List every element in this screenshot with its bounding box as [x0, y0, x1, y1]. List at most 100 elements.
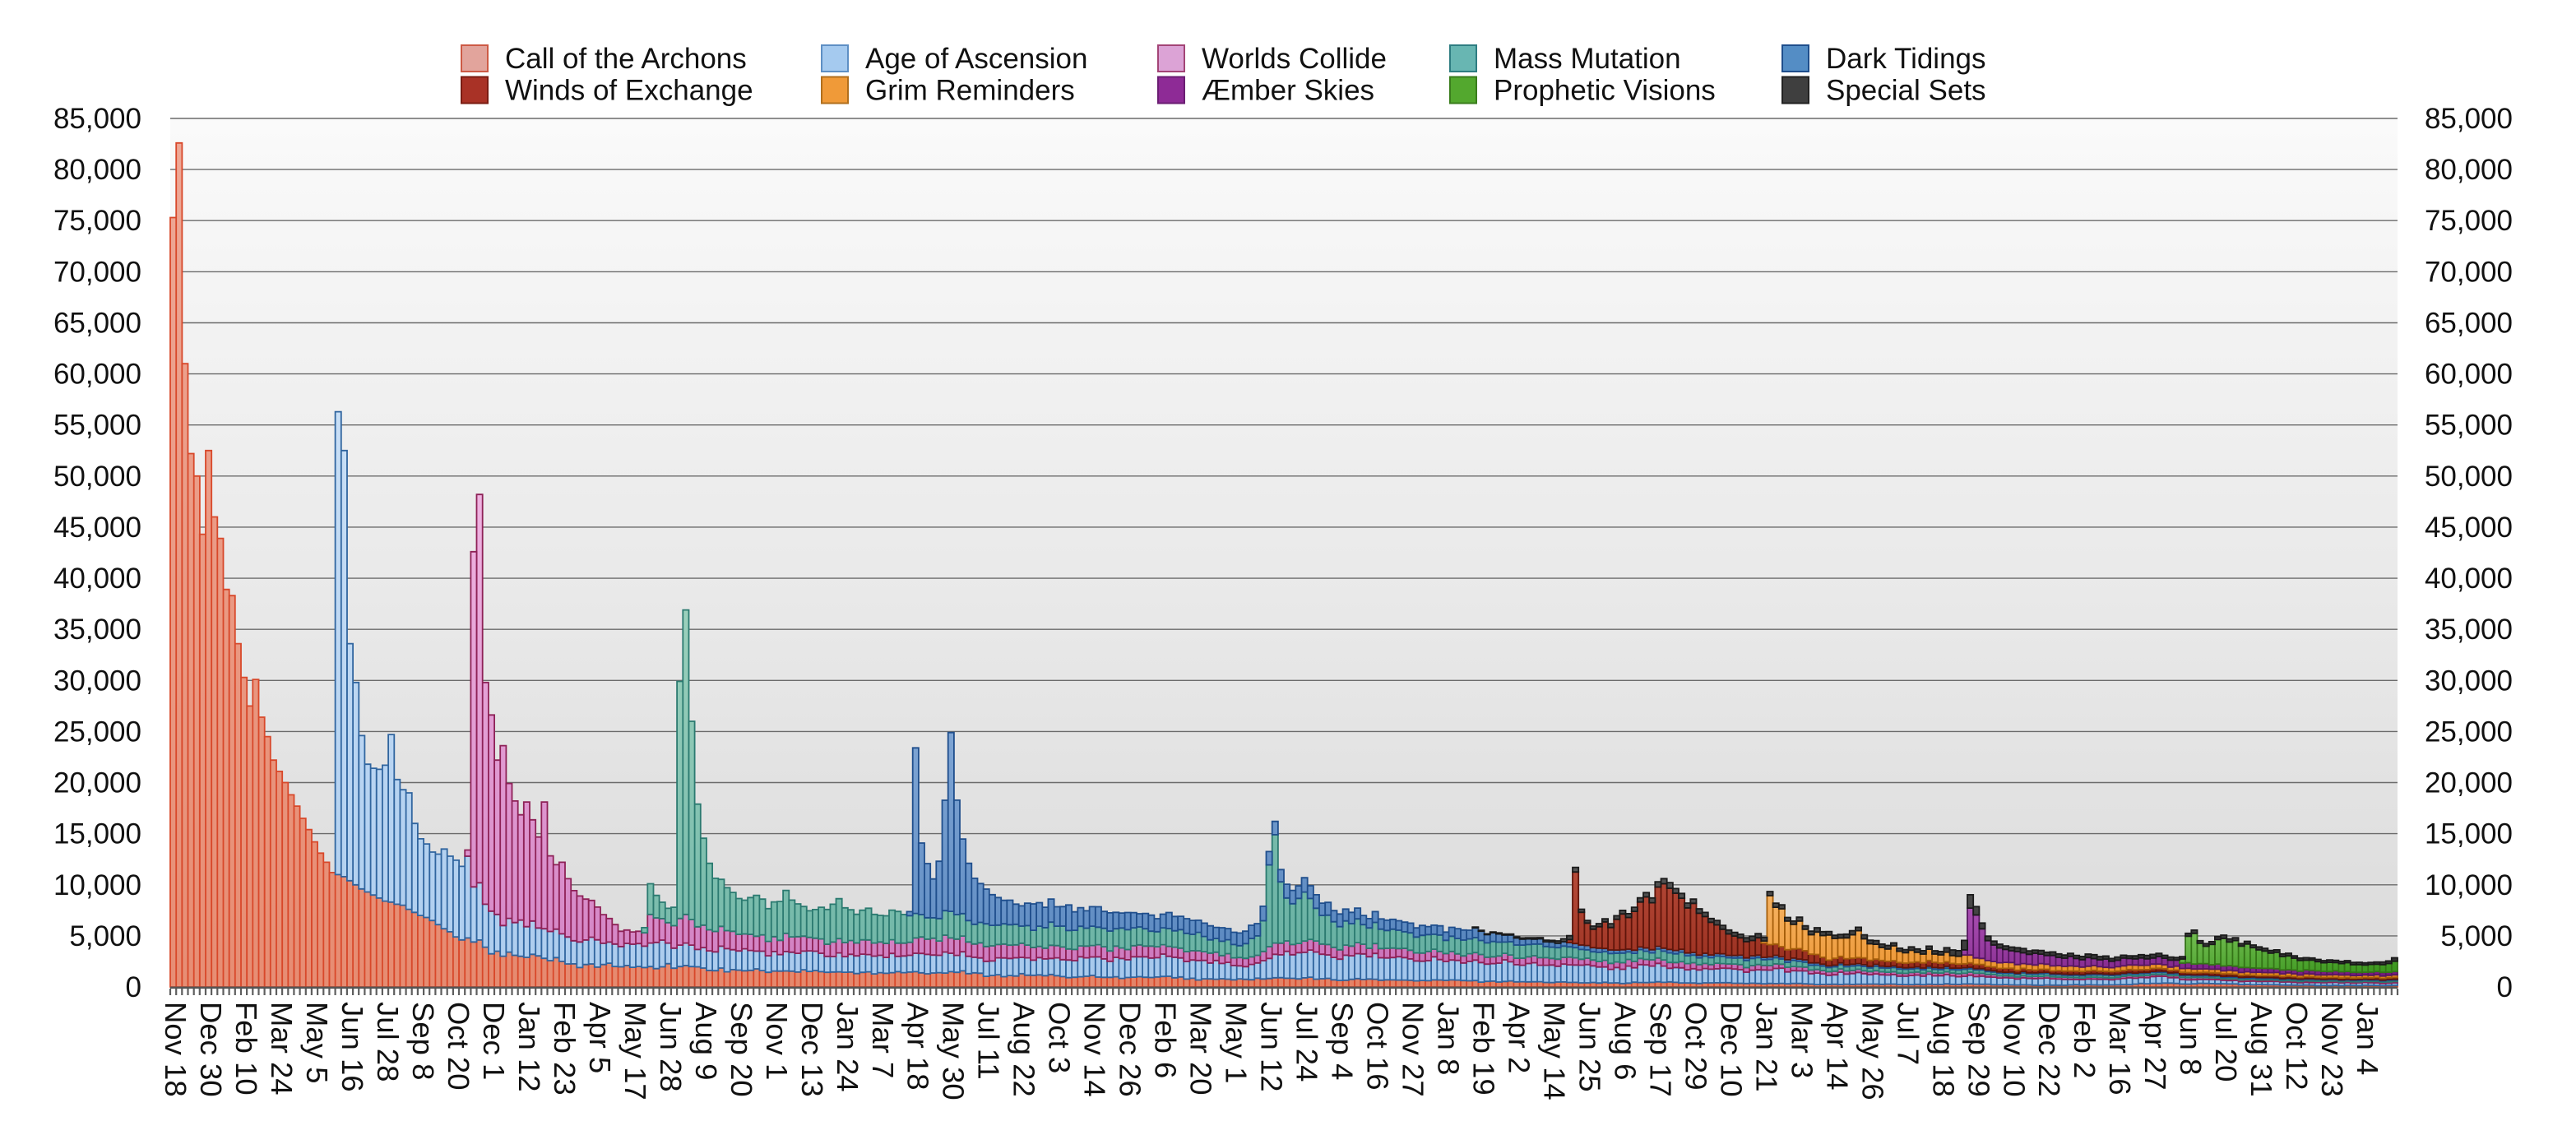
- svg-text:May 1: May 1: [1220, 1002, 1253, 1083]
- svg-text:Nov 1: Nov 1: [760, 1002, 794, 1080]
- svg-text:Nov 18: Nov 18: [159, 1002, 192, 1097]
- svg-text:Worlds Collide: Worlds Collide: [1202, 43, 1387, 75]
- svg-text:Oct 16: Oct 16: [1361, 1002, 1395, 1091]
- svg-text:Dark Tidings: Dark Tidings: [1826, 43, 1986, 75]
- svg-text:5,000: 5,000: [2440, 920, 2513, 952]
- svg-text:75,000: 75,000: [53, 205, 141, 237]
- svg-text:May 26: May 26: [1856, 1002, 1889, 1100]
- svg-text:Jun 8: Jun 8: [2174, 1002, 2208, 1075]
- svg-text:25,000: 25,000: [2425, 716, 2513, 748]
- svg-text:15,000: 15,000: [2425, 818, 2513, 850]
- svg-text:45,000: 45,000: [2425, 512, 2513, 544]
- svg-text:May 17: May 17: [619, 1002, 652, 1100]
- svg-text:30,000: 30,000: [2425, 665, 2513, 697]
- svg-text:40,000: 40,000: [53, 563, 141, 595]
- svg-text:Jan 21: Jan 21: [1749, 1002, 1783, 1092]
- svg-text:Jul 7: Jul 7: [1891, 1002, 1925, 1065]
- svg-text:Jul 24: Jul 24: [1290, 1002, 1324, 1082]
- svg-text:55,000: 55,000: [2425, 410, 2513, 442]
- svg-text:Mar 20: Mar 20: [1184, 1002, 1218, 1096]
- svg-text:70,000: 70,000: [2425, 256, 2513, 288]
- svg-text:30,000: 30,000: [53, 665, 141, 697]
- svg-text:60,000: 60,000: [53, 359, 141, 391]
- svg-text:Apr 27: Apr 27: [2138, 1002, 2172, 1091]
- svg-text:Sep 20: Sep 20: [725, 1002, 758, 1097]
- svg-text:Aug 18: Aug 18: [1926, 1002, 1960, 1097]
- svg-text:0: 0: [2497, 971, 2513, 1003]
- svg-text:Jun 25: Jun 25: [1573, 1002, 1606, 1092]
- svg-text:Mar 7: Mar 7: [866, 1002, 900, 1078]
- svg-text:Special Sets: Special Sets: [1826, 75, 1986, 107]
- svg-text:Mar 3: Mar 3: [1785, 1002, 1818, 1078]
- svg-text:Sep 17: Sep 17: [1643, 1002, 1677, 1097]
- svg-text:Feb 6: Feb 6: [1149, 1002, 1183, 1078]
- svg-text:May 14: May 14: [1538, 1002, 1572, 1100]
- svg-text:Aug 6: Aug 6: [1608, 1002, 1642, 1080]
- svg-text:35,000: 35,000: [53, 614, 141, 646]
- svg-text:Oct 20: Oct 20: [442, 1002, 475, 1091]
- svg-text:Winds of Exchange: Winds of Exchange: [505, 75, 753, 107]
- svg-text:May 5: May 5: [300, 1002, 334, 1083]
- svg-text:Nov 14: Nov 14: [1078, 1002, 1112, 1097]
- svg-text:Dec 22: Dec 22: [2032, 1002, 2066, 1097]
- svg-text:Mass Mutation: Mass Mutation: [1494, 43, 1681, 75]
- svg-text:Mar 24: Mar 24: [265, 1002, 299, 1096]
- svg-text:40,000: 40,000: [2425, 563, 2513, 595]
- svg-text:70,000: 70,000: [53, 256, 141, 288]
- svg-text:20,000: 20,000: [2425, 767, 2513, 799]
- svg-text:Jul 20: Jul 20: [2209, 1002, 2243, 1082]
- svg-text:Jun 16: Jun 16: [336, 1002, 369, 1092]
- svg-text:Jun 12: Jun 12: [1255, 1002, 1289, 1092]
- svg-text:Nov 27: Nov 27: [1397, 1002, 1430, 1097]
- svg-text:Dec 1: Dec 1: [477, 1002, 511, 1080]
- svg-text:Feb 23: Feb 23: [548, 1002, 581, 1096]
- svg-text:Apr 14: Apr 14: [1820, 1002, 1854, 1091]
- svg-text:Apr 2: Apr 2: [1503, 1002, 1536, 1073]
- svg-text:Jan 4: Jan 4: [2351, 1002, 2384, 1075]
- svg-text:Grim Reminders: Grim Reminders: [865, 75, 1075, 107]
- svg-text:Nov 23: Nov 23: [2315, 1002, 2349, 1097]
- svg-text:Prophetic Visions: Prophetic Visions: [1494, 75, 1716, 107]
- svg-text:Oct 3: Oct 3: [1043, 1002, 1077, 1073]
- svg-text:Sep 4: Sep 4: [1326, 1002, 1360, 1080]
- svg-text:Nov 10: Nov 10: [1997, 1002, 2031, 1097]
- svg-text:Aug 31: Aug 31: [2245, 1002, 2278, 1097]
- svg-text:Jul 28: Jul 28: [371, 1002, 405, 1082]
- svg-text:Jan 12: Jan 12: [512, 1002, 546, 1092]
- svg-text:Call of the Archons: Call of the Archons: [505, 43, 747, 75]
- svg-text:0: 0: [126, 971, 141, 1003]
- svg-text:15,000: 15,000: [53, 818, 141, 850]
- svg-text:65,000: 65,000: [53, 308, 141, 340]
- svg-text:Jul 11: Jul 11: [972, 1002, 1006, 1080]
- svg-text:85,000: 85,000: [53, 103, 141, 135]
- svg-text:Jan 24: Jan 24: [831, 1002, 864, 1092]
- svg-text:80,000: 80,000: [53, 154, 141, 186]
- svg-text:Mar 16: Mar 16: [2103, 1002, 2137, 1096]
- svg-text:Sep 29: Sep 29: [1962, 1002, 1995, 1097]
- svg-text:Oct 12: Oct 12: [2280, 1002, 2314, 1091]
- svg-text:Æmber Skies: Æmber Skies: [1202, 75, 1374, 107]
- svg-text:35,000: 35,000: [2425, 614, 2513, 646]
- svg-text:85,000: 85,000: [2425, 103, 2513, 135]
- svg-text:Feb 2: Feb 2: [2068, 1002, 2101, 1078]
- svg-text:20,000: 20,000: [53, 767, 141, 799]
- svg-text:Apr 18: Apr 18: [901, 1002, 935, 1091]
- svg-text:May 30: May 30: [937, 1002, 971, 1100]
- svg-text:45,000: 45,000: [53, 512, 141, 544]
- svg-text:Age of Ascension: Age of Ascension: [865, 43, 1087, 75]
- svg-text:Feb 10: Feb 10: [229, 1002, 263, 1096]
- svg-text:Feb 19: Feb 19: [1467, 1002, 1501, 1096]
- svg-text:50,000: 50,000: [2425, 461, 2513, 493]
- svg-text:65,000: 65,000: [2425, 308, 2513, 340]
- svg-text:Aug 9: Aug 9: [689, 1002, 723, 1080]
- svg-text:50,000: 50,000: [53, 461, 141, 493]
- svg-text:Jun 28: Jun 28: [654, 1002, 688, 1092]
- svg-text:55,000: 55,000: [53, 410, 141, 442]
- svg-text:Jan 8: Jan 8: [1432, 1002, 1466, 1075]
- svg-text:Sep 8: Sep 8: [406, 1002, 440, 1080]
- svg-text:Dec 13: Dec 13: [795, 1002, 829, 1097]
- svg-text:75,000: 75,000: [2425, 205, 2513, 237]
- svg-text:5,000: 5,000: [69, 920, 141, 952]
- svg-text:Dec 10: Dec 10: [1714, 1002, 1748, 1097]
- svg-text:Dec 26: Dec 26: [1114, 1002, 1147, 1097]
